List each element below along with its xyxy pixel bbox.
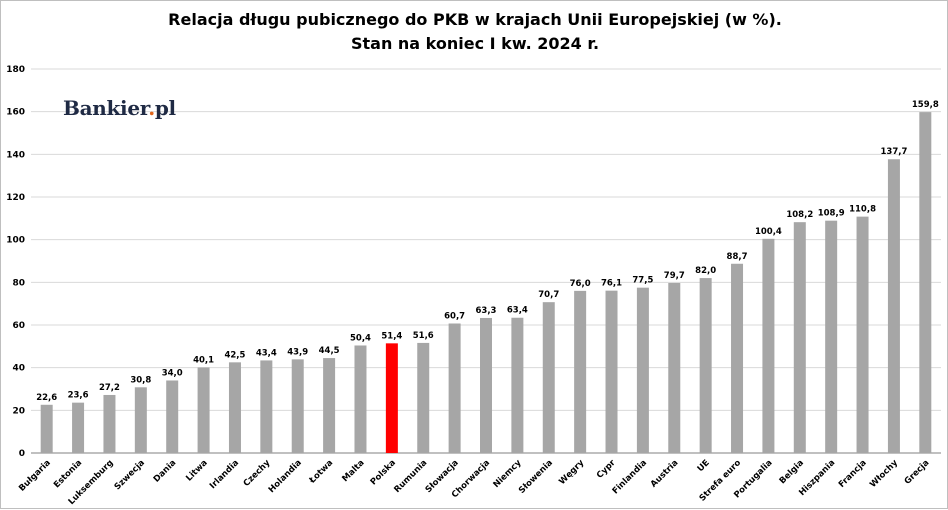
data-label: 100,4: [755, 227, 782, 237]
x-tick-label: Niemcy: [492, 458, 524, 490]
x-tick-label: Szwecja: [113, 458, 147, 492]
data-label: 60,7: [444, 312, 465, 322]
data-label: 79,7: [664, 271, 685, 281]
bar: [228, 362, 241, 453]
data-label: 51,4: [381, 331, 402, 341]
y-tick-label: 180: [6, 65, 25, 75]
y-tick-label: 100: [6, 236, 25, 246]
data-label: 77,5: [632, 276, 653, 286]
x-tick-label: Francja: [837, 458, 869, 490]
bar: [480, 317, 492, 453]
data-label: 42,5: [224, 350, 245, 360]
data-label: 43,9: [287, 347, 308, 357]
logo-dot: .: [148, 96, 155, 120]
data-label: 34,0: [162, 368, 183, 378]
x-tick-label: Bułgaria: [17, 458, 53, 494]
data-label: 22,6: [36, 393, 57, 403]
data-label: 63,4: [507, 306, 528, 316]
x-tick-label: Holandia: [267, 458, 304, 495]
bar: [72, 402, 85, 453]
bar: [887, 159, 900, 454]
data-label: 44,5: [319, 346, 340, 356]
y-tick-label: 0: [19, 449, 25, 459]
x-tick-label: UE: [696, 458, 712, 474]
x-tick-label: Dania: [152, 458, 179, 485]
x-tick-label: Estonia: [52, 458, 84, 490]
bar: [762, 238, 775, 453]
data-label: 76,1: [601, 279, 622, 289]
bar: [197, 367, 210, 453]
y-tick-label: 120: [6, 193, 25, 203]
bar: [448, 323, 461, 453]
x-tick-label: Węgry: [557, 458, 586, 487]
x-tick-label: Austria: [649, 458, 681, 490]
bar: [291, 359, 304, 453]
x-tick-label: Litwa: [184, 458, 210, 484]
bar: [542, 302, 555, 453]
bar: [731, 263, 744, 453]
bar: [417, 342, 430, 453]
chart-title: Relacja długu pubicznego do PKB w krajac…: [168, 10, 782, 29]
bar: [323, 358, 336, 453]
data-label: 137,7: [880, 147, 907, 157]
data-label: 159,8: [912, 100, 939, 110]
y-tick-label: 60: [12, 321, 25, 331]
data-label: 43,4: [256, 348, 277, 358]
y-tick-label: 140: [6, 150, 25, 160]
bar: [260, 360, 273, 453]
bar: [605, 290, 618, 453]
bar: [574, 290, 587, 453]
y-tick-label: 20: [12, 406, 25, 416]
data-label: 110,8: [849, 205, 876, 215]
y-tick-label: 80: [12, 278, 25, 288]
data-label: 108,2: [786, 210, 813, 220]
logo-main: Bankier: [63, 96, 149, 120]
data-label: 76,0: [570, 279, 591, 289]
bar-highlight: [385, 343, 398, 453]
logo-tail: pl: [154, 96, 176, 120]
y-tick-label: 160: [6, 108, 25, 118]
bar: [919, 112, 932, 454]
x-tick-label: Czechy: [242, 458, 273, 489]
data-label: 108,9: [818, 209, 845, 219]
bankier-logo: Bankier.pl: [63, 96, 176, 120]
x-tick-label: Malta: [340, 458, 366, 484]
x-tick-label: Cypr: [595, 457, 618, 480]
data-label: 63,3: [476, 306, 497, 316]
bar: [166, 380, 179, 453]
bar: [793, 222, 806, 453]
bar: [636, 287, 649, 453]
data-label: 40,1: [193, 355, 214, 365]
bar: [40, 404, 53, 453]
x-tick-label: Finlandia: [611, 458, 650, 497]
bar: [825, 220, 838, 453]
bar: [134, 387, 147, 453]
bar: [856, 216, 869, 453]
y-tick-label: 40: [12, 364, 25, 374]
data-label: 70,7: [538, 290, 559, 300]
x-tick-label: Słowenia: [517, 458, 555, 496]
x-tick-label: Łotwa: [307, 458, 335, 486]
x-tick-label: Polska: [369, 458, 398, 487]
bar: [668, 282, 681, 453]
x-tick-label: Grecja: [903, 458, 932, 487]
data-label: 23,6: [68, 391, 89, 401]
data-label: 30,8: [130, 375, 151, 385]
chart-subtitle: Stan na koniec I kw. 2024 r.: [350, 34, 600, 53]
data-label: 27,2: [99, 383, 120, 393]
data-label: 82,0: [695, 266, 716, 276]
x-tick-label: Irlandia: [208, 458, 241, 491]
data-label: 88,7: [727, 252, 748, 262]
bar: [511, 317, 524, 453]
data-label: 50,4: [350, 333, 371, 343]
bar: [699, 278, 712, 453]
bar: [354, 345, 367, 453]
x-tick-label: Belgia: [778, 458, 806, 486]
data-label: 51,6: [413, 331, 434, 341]
x-tick-label: Włochy: [868, 458, 900, 490]
bar: [103, 394, 116, 453]
